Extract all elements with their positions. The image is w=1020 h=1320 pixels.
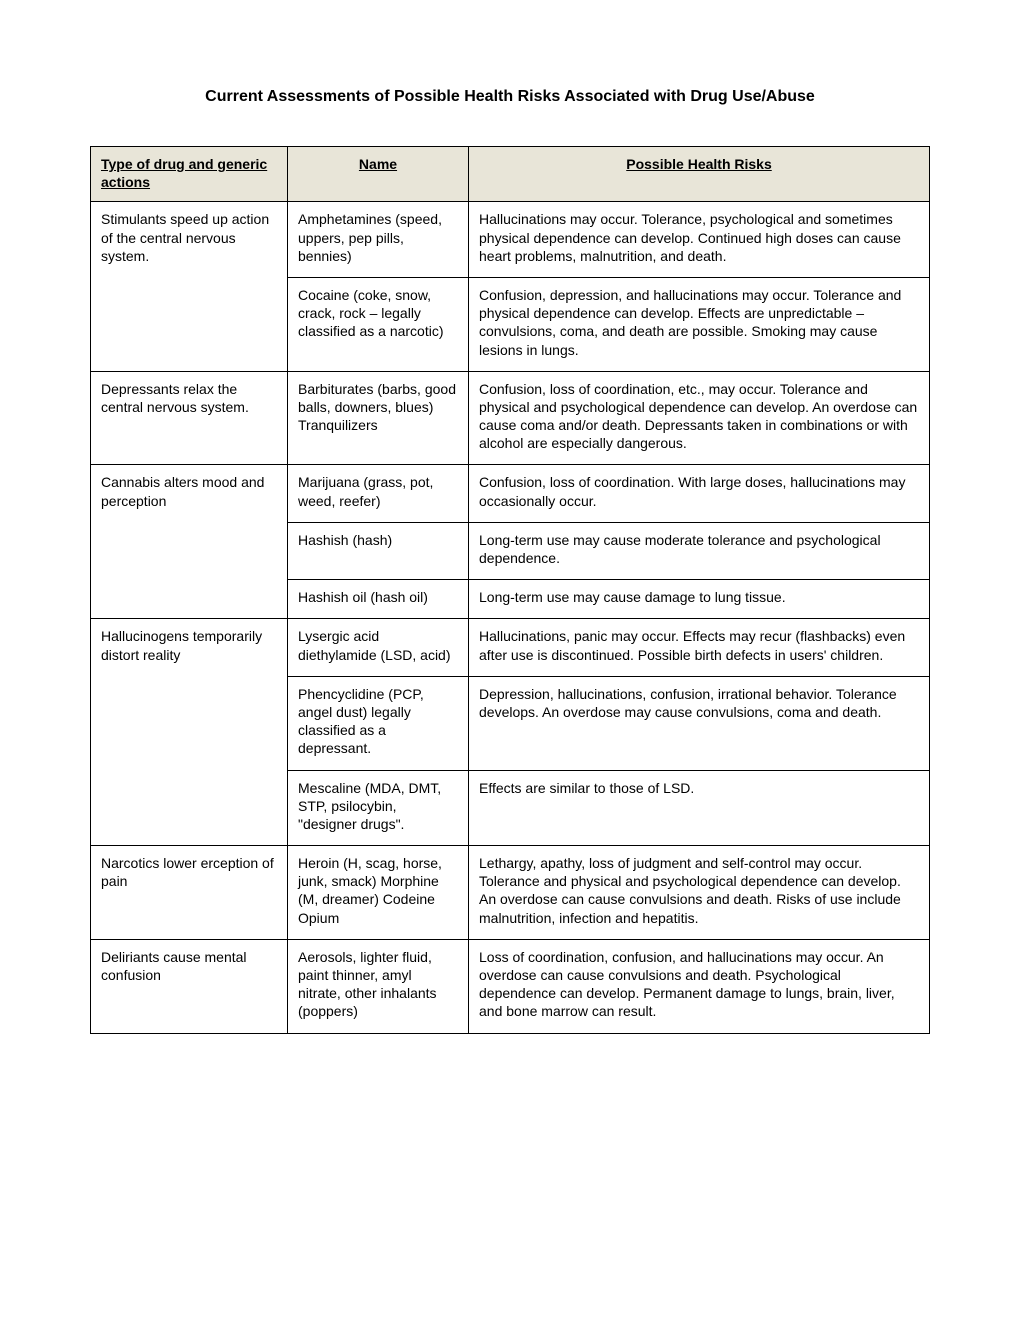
cell-risk: Depression, hallucinations, confusion, i… bbox=[469, 676, 930, 770]
cell-type bbox=[91, 770, 288, 846]
cell-name: Barbiturates (barbs, good balls, downers… bbox=[288, 371, 469, 465]
cell-name: Hashish (hash) bbox=[288, 522, 469, 579]
cell-risk: Effects are similar to those of LSD. bbox=[469, 770, 930, 846]
cell-name: Aerosols, lighter fluid, paint thinner, … bbox=[288, 939, 469, 1033]
cell-name: Hashish oil (hash oil) bbox=[288, 580, 469, 619]
cell-name: Cocaine (coke, snow, crack, rock – legal… bbox=[288, 277, 469, 371]
cell-name: Amphetamines (speed, uppers, pep pills, … bbox=[288, 202, 469, 278]
cell-risk: Confusion, loss of coordination, etc., m… bbox=[469, 371, 930, 465]
cell-type bbox=[91, 522, 288, 579]
table-row: Cannabis alters mood and perceptionMarij… bbox=[91, 465, 930, 522]
cell-name: Marijuana (grass, pot, weed, reefer) bbox=[288, 465, 469, 522]
table-row: Stimulants speed up action of the centra… bbox=[91, 202, 930, 278]
table-row: Mescaline (MDA, DMT, STP, psilocybin, "d… bbox=[91, 770, 930, 846]
cell-risk: Confusion, depression, and hallucination… bbox=[469, 277, 930, 371]
table-row: Deliriants cause mental confusionAerosol… bbox=[91, 939, 930, 1033]
table-row: Cocaine (coke, snow, crack, rock – legal… bbox=[91, 277, 930, 371]
cell-name: Mescaline (MDA, DMT, STP, psilocybin, "d… bbox=[288, 770, 469, 846]
cell-name: Phencyclidine (PCP, angel dust) legally … bbox=[288, 676, 469, 770]
cell-risk: Confusion, loss of coordination. With la… bbox=[469, 465, 930, 522]
table-row: Hallucinogens temporarily distort realit… bbox=[91, 619, 930, 676]
cell-name: Lysergic acid diethylamide (LSD, acid) bbox=[288, 619, 469, 676]
cell-risk: Lethargy, apathy, loss of judgment and s… bbox=[469, 846, 930, 940]
cell-name: Heroin (H, scag, horse, junk, smack) Mor… bbox=[288, 846, 469, 940]
cell-risk: Long-term use may cause moderate toleran… bbox=[469, 522, 930, 579]
cell-type: Narcotics lower erception of pain bbox=[91, 846, 288, 940]
table-row: Hashish (hash)Long-term use may cause mo… bbox=[91, 522, 930, 579]
cell-type bbox=[91, 676, 288, 770]
table-row: Depressants relax the central nervous sy… bbox=[91, 371, 930, 465]
table-header-row: Type of drug and generic actions Name Po… bbox=[91, 147, 930, 202]
cell-risk: Long-term use may cause damage to lung t… bbox=[469, 580, 930, 619]
header-name: Name bbox=[288, 147, 469, 202]
cell-type bbox=[91, 580, 288, 619]
table-row: Phencyclidine (PCP, angel dust) legally … bbox=[91, 676, 930, 770]
cell-risk: Loss of coordination, confusion, and hal… bbox=[469, 939, 930, 1033]
cell-type: Cannabis alters mood and perception bbox=[91, 465, 288, 522]
header-type: Type of drug and generic actions bbox=[91, 147, 288, 202]
cell-risk: Hallucinations may occur. Tolerance, psy… bbox=[469, 202, 930, 278]
cell-type: Deliriants cause mental confusion bbox=[91, 939, 288, 1033]
table-row: Hashish oil (hash oil)Long-term use may … bbox=[91, 580, 930, 619]
cell-risk: Hallucinations, panic may occur. Effects… bbox=[469, 619, 930, 676]
cell-type: Depressants relax the central nervous sy… bbox=[91, 371, 288, 465]
table-row: Narcotics lower erception of painHeroin … bbox=[91, 846, 930, 940]
header-risk: Possible Health Risks bbox=[469, 147, 930, 202]
page-title: Current Assessments of Possible Health R… bbox=[90, 88, 930, 106]
cell-type: Hallucinogens temporarily distort realit… bbox=[91, 619, 288, 676]
cell-type bbox=[91, 277, 288, 371]
cell-type: Stimulants speed up action of the centra… bbox=[91, 202, 288, 278]
drug-risk-table: Type of drug and generic actions Name Po… bbox=[90, 146, 930, 1034]
